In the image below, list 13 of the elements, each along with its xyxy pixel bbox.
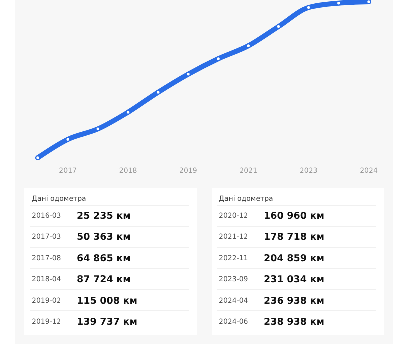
text: 139 737 км bbox=[77, 317, 138, 328]
text: 25 235 км bbox=[77, 211, 131, 222]
text: 115 008 км bbox=[77, 296, 138, 307]
text: 87 724 км bbox=[77, 274, 131, 286]
text: 231 034 км bbox=[264, 274, 324, 286]
text: 64 865 км bbox=[77, 253, 131, 264]
text: 178 718 км bbox=[264, 232, 324, 244]
text: 160 960 км bbox=[264, 211, 324, 222]
text: 238 938 км bbox=[264, 317, 324, 328]
text: 236 938 км bbox=[264, 296, 324, 307]
text: 50 363 км bbox=[77, 232, 131, 244]
text: 204 859 км bbox=[264, 253, 324, 264]
point bbox=[36, 156, 40, 160]
